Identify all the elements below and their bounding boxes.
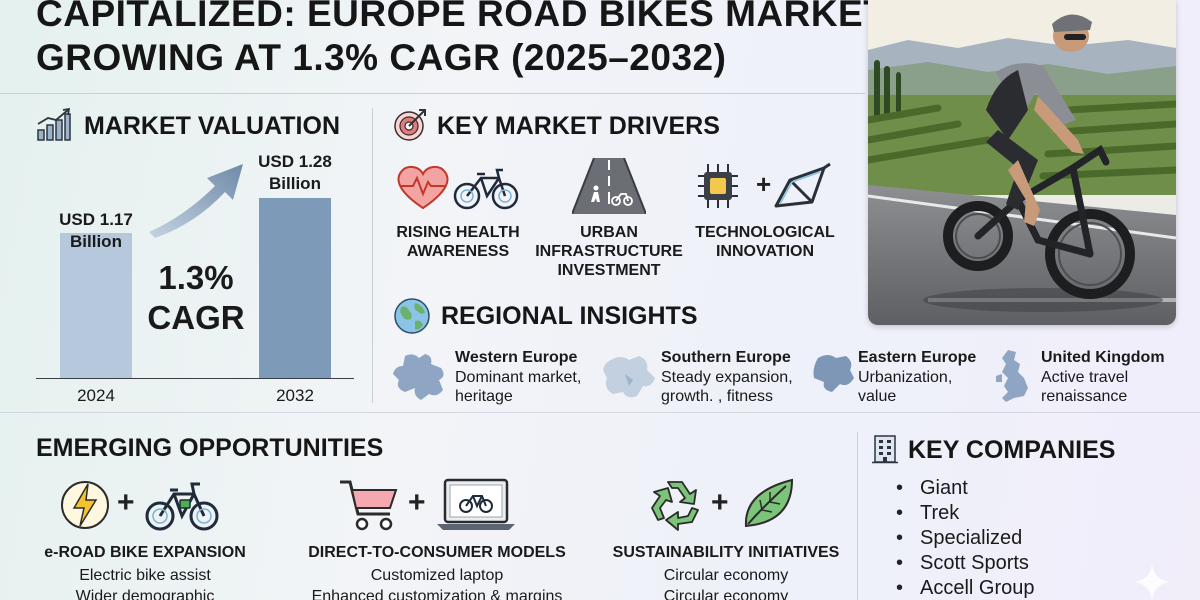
driver-technology-line2: INNOVATION (715, 243, 815, 260)
western-europe-map-icon (391, 350, 449, 402)
laptop-bike-icon (437, 478, 515, 532)
value-label-2024: USD 1.17 Billion (36, 209, 156, 253)
driver-infrastructure-line1: URBAN (580, 224, 638, 241)
opportunity-sustainability-label: SUSTAINABILITY INITIATIVES (612, 544, 840, 561)
year-label-2032: 2032 (276, 386, 314, 405)
plus-sign-2: + (408, 486, 426, 519)
driver-health-line2: AWARENESS (406, 243, 510, 260)
companies-divider (857, 432, 858, 600)
opportunity-sustainability-desc2: Circular economy (663, 588, 789, 600)
value-label-2024-line2: Billion (70, 232, 122, 251)
shopping-cart-icon (338, 478, 400, 532)
drivers-heading: KEY MARKET DRIVERS (437, 112, 720, 140)
region-western-europe: Western Europe (455, 349, 578, 366)
region-southern-europe-desc2: growth. , fitness (661, 388, 774, 405)
region-eastern-europe-desc2: value (858, 388, 897, 405)
driver-infrastructure-line3: INVESTMENT (557, 262, 661, 279)
opportunity-ebike-desc: Electric bike assist Wider demographic (30, 565, 260, 600)
target-icon (393, 108, 427, 142)
value-label-2032: USD 1.28 Billion (235, 151, 355, 195)
companies-heading: KEY COMPANIES (908, 436, 1116, 464)
header-divider (0, 93, 865, 94)
ebike-icon (144, 480, 220, 532)
region-western-europe-desc: Dominant market, heritage (455, 368, 581, 406)
valuation-heading: MARKET VALUATION (84, 112, 340, 140)
region-southern-europe: Southern Europe (661, 349, 791, 366)
driver-infrastructure-line2: INFRASTRUCTURE (535, 243, 683, 260)
region-united-kingdom-desc: Active travel renaissance (1041, 368, 1128, 406)
eastern-europe-map-icon (810, 350, 856, 396)
cagr-value: 1.3% (158, 259, 234, 296)
region-southern-europe-desc: Steady expansion, growth. , fitness (661, 368, 793, 406)
region-western-europe-desc1: Dominant market, (455, 369, 582, 386)
region-eastern-europe-desc: Urbanization, value (858, 368, 952, 406)
year-label-2024: 2024 (77, 386, 115, 405)
leaf-icon (740, 476, 796, 532)
region-united-kingdom-desc2: renaissance (1041, 388, 1128, 405)
value-label-2032-line2: Billion (269, 174, 321, 193)
globe-icon (393, 297, 431, 335)
section-divider (0, 412, 1200, 413)
opportunity-dtc-desc2: Enhanced customization & margins (311, 588, 563, 600)
building-icon (872, 434, 898, 464)
title-line-1: CAPITALIZED: EUROPE ROAD BIKES MARKET (36, 0, 887, 34)
valuation-divider (372, 108, 373, 403)
company-item: Accell Group (896, 576, 1035, 600)
chart-baseline (36, 378, 354, 379)
bar-2024 (60, 233, 132, 378)
sparkle-icon (1130, 562, 1174, 600)
plus-sign-3: + (711, 486, 729, 519)
opportunity-dtc-desc: Customized laptop Enhanced customization… (292, 565, 582, 600)
driver-health-line1: RISING HEALTH (396, 224, 520, 241)
opportunity-ebike-desc2: Wider demographic (75, 588, 215, 600)
cagr-label: CAGR (147, 299, 245, 336)
lightning-icon (60, 478, 110, 532)
driver-health: RISING HEALTH AWARENESS (388, 223, 528, 261)
region-eastern-europe-desc1: Urbanization, (858, 369, 953, 386)
united-kingdom-map-icon (994, 348, 1032, 404)
growth-arrow-icon (145, 158, 250, 238)
page-title: CAPITALIZED: EUROPE ROAD BIKES MARKET GR… (36, 0, 887, 80)
heart-bicycle-icon (395, 162, 521, 212)
cagr-callout: 1.3% CAGR (140, 258, 252, 338)
title-line-2: GROWING AT 1.3% CAGR (2025–2032) (36, 37, 727, 78)
opportunity-ebike-label: e-ROAD BIKE EXPANSION (44, 544, 246, 561)
driver-infrastructure: URBAN INFRASTRUCTURE INVESTMENT (530, 223, 688, 280)
recycle-icon (648, 476, 704, 532)
region-united-kingdom-desc1: Active travel (1041, 369, 1129, 386)
companies-list: Giant Trek Specialized Scott Sports Acce… (896, 476, 1035, 600)
plus-sign-1: + (117, 486, 135, 519)
company-item: Scott Sports (896, 551, 1035, 576)
opportunity-ebike-desc1: Electric bike assist (79, 567, 211, 584)
svg-text:+: + (756, 169, 771, 199)
opportunities-heading: EMERGING OPPORTUNITIES (36, 434, 384, 462)
region-southern-europe-desc1: Steady expansion, (661, 369, 793, 386)
bike-lane-road-icon (571, 157, 647, 215)
region-united-kingdom: United Kingdom (1041, 349, 1165, 366)
value-label-2024-line1: USD 1.17 (59, 210, 133, 229)
company-item: Trek (896, 501, 1035, 526)
driver-technology: TECHNOLOGICAL INNOVATION (692, 223, 838, 261)
bar-2032 (259, 198, 331, 378)
region-eastern-europe: Eastern Europe (858, 349, 977, 366)
southern-europe-map-icon (601, 350, 657, 402)
opportunity-dtc-label: DIRECT-TO-CONSUMER MODELS (308, 544, 566, 561)
bar-chart-growth-icon (36, 107, 72, 142)
company-item: Giant (896, 476, 1035, 501)
opportunity-sustainability-desc: Circular economy Circular economy (596, 565, 856, 600)
driver-technology-line1: TECHNOLOGICAL (695, 224, 835, 241)
chip-frame-icon: + (698, 160, 832, 212)
regional-heading: REGIONAL INSIGHTS (441, 302, 698, 330)
opportunity-sustainability-desc1: Circular economy (663, 567, 789, 584)
cyclist-photo (868, 0, 1176, 325)
region-western-europe-desc2: heritage (455, 388, 513, 405)
opportunity-dtc-desc1: Customized laptop (370, 567, 504, 584)
value-label-2032-line1: USD 1.28 (258, 152, 332, 171)
company-item: Specialized (896, 526, 1035, 551)
